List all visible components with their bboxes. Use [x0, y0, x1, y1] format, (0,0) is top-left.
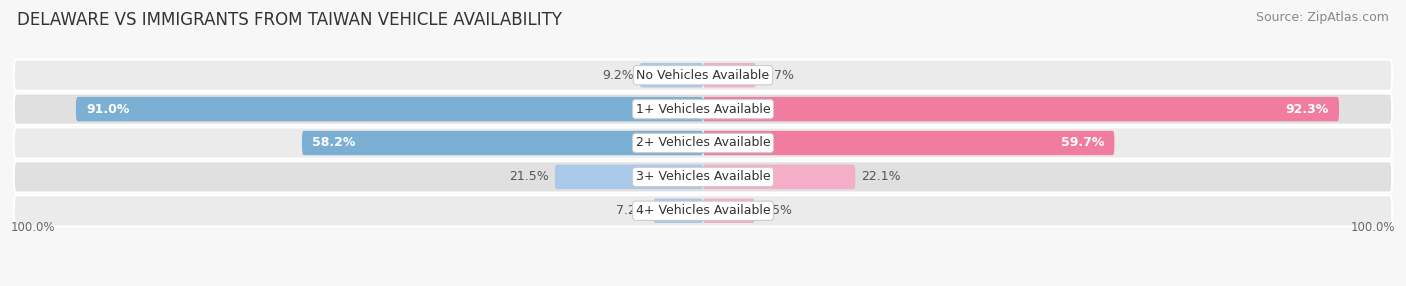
Text: No Vehicles Available: No Vehicles Available	[637, 69, 769, 82]
FancyBboxPatch shape	[703, 63, 756, 88]
FancyBboxPatch shape	[703, 97, 1339, 121]
FancyBboxPatch shape	[14, 127, 1392, 159]
FancyBboxPatch shape	[703, 131, 1115, 155]
Text: 7.5%: 7.5%	[761, 204, 792, 217]
Text: 59.7%: 59.7%	[1060, 136, 1104, 150]
FancyBboxPatch shape	[14, 161, 1392, 192]
Text: 100.0%: 100.0%	[1351, 221, 1396, 234]
Text: 22.1%: 22.1%	[860, 170, 900, 183]
FancyBboxPatch shape	[76, 97, 703, 121]
Text: 3+ Vehicles Available: 3+ Vehicles Available	[636, 170, 770, 183]
FancyBboxPatch shape	[555, 165, 703, 189]
FancyBboxPatch shape	[640, 63, 703, 88]
Text: 7.2%: 7.2%	[616, 204, 648, 217]
Text: DELAWARE VS IMMIGRANTS FROM TAIWAN VEHICLE AVAILABILITY: DELAWARE VS IMMIGRANTS FROM TAIWAN VEHIC…	[17, 11, 562, 29]
Text: 58.2%: 58.2%	[312, 136, 356, 150]
Text: 21.5%: 21.5%	[509, 170, 550, 183]
Text: 91.0%: 91.0%	[86, 103, 129, 116]
Text: 7.7%: 7.7%	[762, 69, 793, 82]
Text: 92.3%: 92.3%	[1285, 103, 1329, 116]
Text: Source: ZipAtlas.com: Source: ZipAtlas.com	[1256, 11, 1389, 24]
FancyBboxPatch shape	[302, 131, 703, 155]
FancyBboxPatch shape	[703, 198, 755, 223]
Text: 9.2%: 9.2%	[602, 69, 634, 82]
FancyBboxPatch shape	[14, 94, 1392, 125]
Text: 2+ Vehicles Available: 2+ Vehicles Available	[636, 136, 770, 150]
FancyBboxPatch shape	[703, 165, 855, 189]
FancyBboxPatch shape	[14, 195, 1392, 227]
Text: 1+ Vehicles Available: 1+ Vehicles Available	[636, 103, 770, 116]
FancyBboxPatch shape	[654, 198, 703, 223]
FancyBboxPatch shape	[14, 59, 1392, 91]
Text: 4+ Vehicles Available: 4+ Vehicles Available	[636, 204, 770, 217]
Text: 100.0%: 100.0%	[10, 221, 55, 234]
